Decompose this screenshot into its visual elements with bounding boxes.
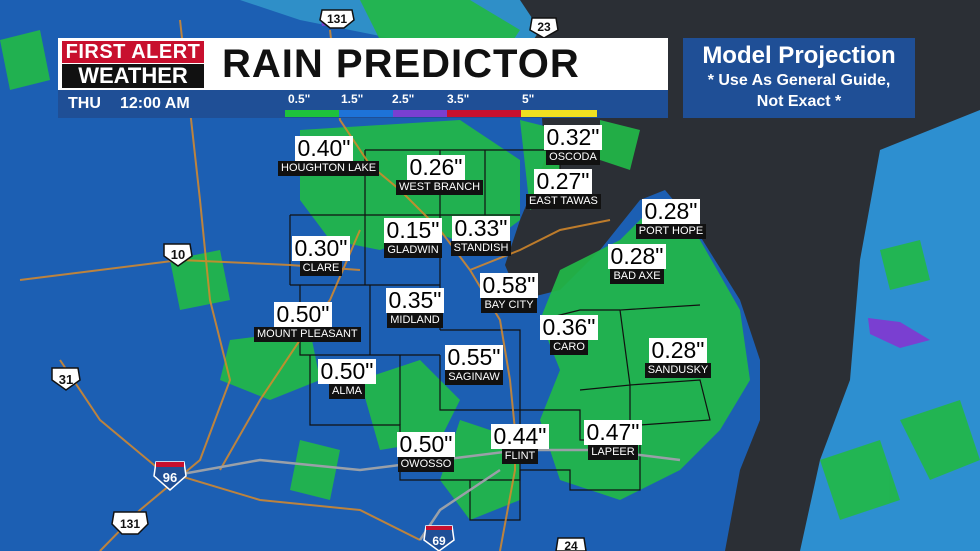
rain-value: 0.26" — [406, 155, 466, 180]
city-name: BAD AXE — [610, 269, 664, 284]
location-owosso: 0.50" OWOSSO — [392, 432, 460, 472]
scale-label-3: 2.5" — [392, 92, 415, 106]
shield-us131-bottom-label: 131 — [120, 517, 140, 531]
rain-value: 0.58" — [479, 273, 539, 298]
city-name: GLADWIN — [384, 243, 442, 258]
model-heading: Model Projection — [702, 42, 896, 69]
location-oscoda: 0.32" OSCODA — [536, 125, 610, 165]
rain-value: 0.50" — [273, 302, 333, 327]
model-projection-box: Model Projection * Use As General Guide,… — [683, 38, 915, 118]
precip-color-scale — [285, 110, 597, 117]
scale-label-2: 1.5" — [341, 92, 364, 106]
shield-i96: 96 — [153, 461, 187, 491]
city-name: CLARE — [299, 261, 343, 276]
city-name: WEST BRANCH — [396, 180, 484, 195]
city-name: OWOSSO — [397, 457, 455, 472]
city-name: OSCODA — [546, 150, 600, 165]
location-port-hope: 0.28" PORT HOPE — [634, 199, 708, 239]
scale-swatch-1 — [285, 110, 339, 117]
rain-value: 0.30" — [291, 236, 351, 261]
rain-value: 0.33" — [451, 216, 511, 241]
model-note-line1: * Use As General Guide, — [707, 72, 891, 89]
logo-line2: WEATHER — [62, 64, 204, 88]
location-gladwin: 0.15" GLADWIN — [380, 218, 446, 258]
city-name: SAGINAW — [445, 370, 503, 385]
forecast-time: 12:00 AM — [120, 95, 190, 112]
location-sandusky: 0.28" SANDUSKY — [640, 338, 716, 378]
page-title: RAIN PREDICTOR — [222, 42, 580, 86]
city-name: HOUGHTON LAKE — [278, 161, 380, 176]
location-saginaw: 0.55" SAGINAW — [440, 345, 508, 385]
location-houghton-lake: 0.40" HOUGHTON LAKE — [278, 136, 380, 176]
rain-value: 0.40" — [294, 136, 354, 161]
rain-value: 0.44" — [490, 424, 550, 449]
shield-i69: 69 — [423, 525, 455, 551]
scale-swatch-5 — [521, 110, 597, 117]
city-name: PORT HOPE — [635, 224, 707, 239]
rain-value: 0.50" — [317, 359, 377, 384]
city-name: FLINT — [501, 449, 539, 464]
scale-swatch-4 — [447, 110, 521, 117]
shield-i96-label: 96 — [163, 470, 177, 485]
rain-value: 0.55" — [444, 345, 504, 370]
shield-bottom-right: 24 — [555, 537, 587, 551]
shield-us131-top: 131 — [319, 9, 355, 29]
location-caro: 0.36" CARO — [536, 315, 602, 355]
shield-bottom-right-label: 24 — [564, 539, 578, 551]
scale-label-4: 3.5" — [447, 92, 470, 106]
logo-line1: FIRST ALERT — [62, 41, 204, 63]
city-name: MOUNT PLEASANT — [254, 327, 361, 342]
scale-swatch-3 — [393, 110, 447, 117]
rain-value: 0.32" — [543, 125, 603, 150]
rain-value: 0.28" — [648, 338, 708, 363]
location-standish: 0.33" STANDISH — [448, 216, 514, 256]
city-name: LAPEER — [588, 445, 638, 460]
rain-value: 0.27" — [533, 169, 593, 194]
location-west-branch: 0.26" WEST BRANCH — [396, 155, 484, 195]
rain-value: 0.28" — [607, 244, 667, 269]
rain-value: 0.35" — [385, 288, 445, 313]
rain-value: 0.15" — [383, 218, 443, 243]
shield-us10-label: 10 — [171, 247, 185, 262]
rain-value: 0.47" — [583, 420, 643, 445]
shield-us131-bottom: 131 — [111, 511, 149, 535]
scale-swatch-2 — [339, 110, 393, 117]
shield-us31: 31 — [51, 367, 81, 391]
shield-us10: 10 — [163, 243, 193, 267]
location-mount-pleasant: 0.50" MOUNT PLEASANT — [254, 302, 361, 342]
city-name: CARO — [550, 340, 588, 355]
title-bar: RAIN PREDICTOR — [208, 38, 668, 90]
first-alert-logo: FIRST ALERT WEATHER — [58, 38, 208, 90]
location-alma: 0.50" ALMA — [314, 359, 380, 399]
city-name: EAST TAWAS — [526, 194, 601, 209]
location-bad-axe: 0.28" BAD AXE — [600, 244, 674, 284]
forecast-day: THU — [68, 95, 101, 112]
city-name: ALMA — [329, 384, 365, 399]
scale-label-5: 5" — [522, 92, 535, 106]
rain-value: 0.28" — [641, 199, 701, 224]
shield-i69-label: 69 — [432, 534, 446, 548]
city-name: MIDLAND — [387, 313, 443, 328]
city-name: STANDISH — [450, 241, 512, 256]
shield-us31-label: 31 — [59, 372, 73, 387]
shield-i75-top: 23 — [529, 17, 559, 39]
location-clare: 0.30" CLARE — [288, 236, 354, 276]
scale-label-1: 0.5" — [288, 92, 311, 106]
location-lapeer: 0.47" LAPEER — [580, 420, 646, 460]
location-bay-city: 0.58" BAY CITY — [476, 273, 542, 313]
model-note-line2: Not Exact * — [756, 93, 842, 110]
shield-i75-top-label: 23 — [537, 20, 551, 34]
city-name: BAY CITY — [481, 298, 537, 313]
location-midland: 0.35" MIDLAND — [382, 288, 448, 328]
shield-us131-top-label: 131 — [327, 12, 347, 26]
rain-value: 0.36" — [539, 315, 599, 340]
city-name: SANDUSKY — [644, 363, 712, 378]
location-east-tawas: 0.27" EAST TAWAS — [526, 169, 601, 209]
rain-value: 0.50" — [396, 432, 456, 457]
location-flint: 0.44" FLINT — [486, 424, 554, 464]
